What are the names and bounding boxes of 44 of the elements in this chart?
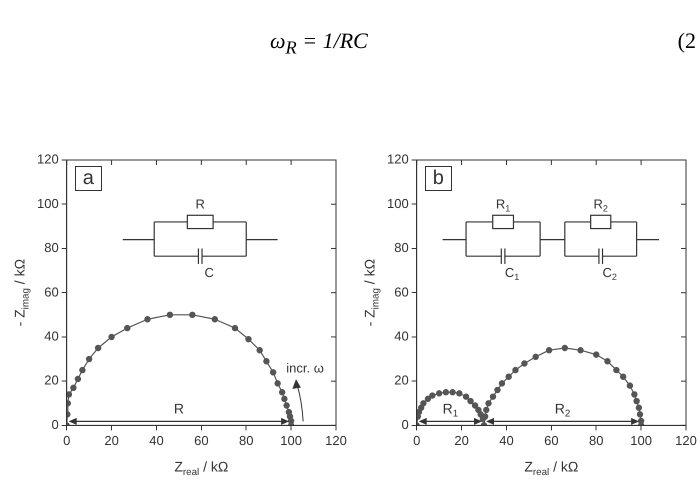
annotation: R$_{1}$ <box>496 196 510 214</box>
y-axis-title: - Zimag / kΩ <box>362 258 382 326</box>
y-tick-label: 0 <box>51 416 59 432</box>
y-tick-label: 120 <box>36 152 59 167</box>
y-tick-label: 100 <box>386 196 409 211</box>
x-tick-label: 60 <box>544 432 559 448</box>
y-tick-label: 60 <box>44 284 59 300</box>
y-tick-label: 20 <box>394 372 409 388</box>
y-axis-title: - Zimag / kΩ <box>12 258 32 326</box>
text: ω$_{R}$ = 1/RC <box>270 28 368 58</box>
annotation: a <box>74 166 102 191</box>
x-tick-label: 60 <box>194 432 209 448</box>
x-tick-label: 120 <box>675 432 697 448</box>
annotation: R <box>174 400 184 416</box>
annotation: R$_{2}$ <box>554 400 570 420</box>
x-tick-label: 80 <box>238 432 254 448</box>
annotation: R$_{2}$ <box>593 196 608 214</box>
x-tick-label: 0 <box>413 432 420 448</box>
x-tick-label: 20 <box>104 432 119 448</box>
y-tick-label: 80 <box>394 240 409 256</box>
y-tick-label: 20 <box>44 372 59 388</box>
x-tick-label: 0 <box>63 432 70 448</box>
annotation: C <box>204 265 214 280</box>
annotation: C$_{2}$ <box>602 265 617 282</box>
annotation: R <box>196 196 205 212</box>
annotation: C$_{1}$ <box>504 265 520 282</box>
annotation: b <box>424 166 452 191</box>
text: (2 <box>678 28 696 54</box>
x-tick-label: 120 <box>325 432 347 448</box>
y-tick-label: 80 <box>44 240 59 256</box>
x-tick-label: 40 <box>499 432 514 448</box>
annotation: R$_{1}$ <box>442 400 458 420</box>
x-tick-label: 100 <box>280 432 302 448</box>
y-tick-label: 0 <box>401 416 409 432</box>
y-tick-label: 100 <box>36 196 59 211</box>
y-tick-label: 120 <box>386 152 409 167</box>
y-tick-label: 40 <box>394 328 409 344</box>
x-tick-label: 20 <box>454 432 469 448</box>
annotation: incr. ω <box>286 360 324 376</box>
y-tick-label: 60 <box>394 284 409 300</box>
y-tick-label: 40 <box>44 328 59 344</box>
x-tick-label: 80 <box>588 432 604 448</box>
x-tick-label: 40 <box>149 432 164 448</box>
x-tick-label: 100 <box>630 432 652 448</box>
